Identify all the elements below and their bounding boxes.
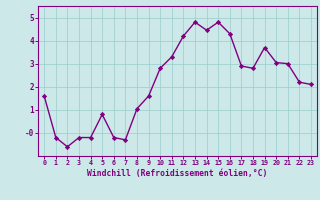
X-axis label: Windchill (Refroidissement éolien,°C): Windchill (Refroidissement éolien,°C)	[87, 169, 268, 178]
